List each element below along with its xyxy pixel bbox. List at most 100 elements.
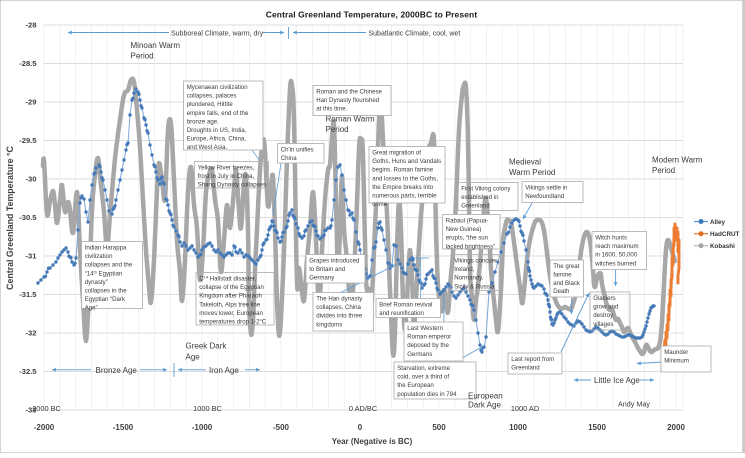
svg-text:destroy: destroy (593, 312, 614, 319)
svg-text:Great migration of: Great migration of (372, 150, 421, 157)
svg-text:Maunder: Maunder (664, 349, 688, 356)
svg-text:at this time.: at this time. (316, 106, 347, 113)
svg-text:The great: The great (553, 263, 579, 270)
svg-text:Newfoundland: Newfoundland (525, 193, 564, 200)
svg-text:Iron Age: Iron Age (209, 366, 239, 375)
svg-text:deposed by the: deposed by the (407, 342, 449, 349)
svg-text:bronze age.: bronze age. (187, 118, 219, 125)
svg-text:kingdoms: kingdoms (316, 321, 342, 328)
svg-text:1000 AD: 1000 AD (511, 404, 539, 413)
svg-text:New Guinea): New Guinea) (446, 226, 482, 233)
svg-text:Takeloth, Alps tree line: Takeloth, Alps tree line (199, 301, 261, 308)
svg-text:-31: -31 (26, 252, 38, 261)
svg-text:plundered, Hittite: plundered, Hittite (187, 101, 234, 108)
svg-text:“14th Egyptian: “14th Egyptian (85, 269, 123, 277)
svg-text:Glaciers: Glaciers (593, 295, 615, 302)
svg-text:Period: Period (652, 166, 675, 175)
svg-text:Normandy,: Normandy, (454, 275, 484, 282)
svg-text:Central Greenland Temperature: Central Greenland Temperature °C (5, 146, 15, 290)
svg-text:Mycenaean civilization: Mycenaean civilization (187, 84, 248, 91)
svg-text:Witch hunts: Witch hunts (595, 235, 627, 242)
svg-text:Subboreal Climate, warm, dry: Subboreal Climate, warm, dry (171, 30, 264, 37)
svg-text:begins. Roman famine: begins. Roman famine (372, 167, 434, 174)
svg-text:-30: -30 (26, 175, 37, 184)
svg-text:Period: Period (131, 52, 154, 61)
svg-text:-32: -32 (26, 329, 37, 338)
svg-text:and reunification: and reunification (379, 310, 424, 317)
svg-text:Minimum: Minimum (664, 358, 689, 365)
svg-text:Age: Age (186, 353, 201, 362)
svg-text:-29.5: -29.5 (19, 136, 37, 145)
svg-text:The Han dynasty: The Han dynasty (316, 296, 363, 303)
svg-text:Han Dynasty flourished: Han Dynasty flourished (316, 97, 379, 104)
svg-text:2000: 2000 (667, 423, 685, 432)
svg-text:-32.5: -32.5 (19, 367, 37, 376)
svg-text:dynasty”: dynasty” (85, 279, 108, 286)
svg-text:Droughts in US, India,: Droughts in US, India, (187, 127, 247, 134)
svg-text:Greenland: Greenland (511, 365, 539, 372)
svg-text:1500: 1500 (588, 423, 606, 432)
svg-text:Bronze Age: Bronze Age (96, 366, 138, 375)
svg-text:divides into three: divides into three (316, 313, 363, 320)
svg-text:1000 BC: 1000 BC (193, 404, 222, 413)
svg-text:500: 500 (432, 423, 446, 432)
svg-text:population dies in 784: population dies in 784 (397, 391, 457, 398)
svg-text:Year (Negative is BC): Year (Negative is BC) (332, 437, 413, 446)
svg-text:-1000: -1000 (192, 423, 213, 432)
svg-text:Period: Period (326, 125, 349, 134)
svg-text:Medieval: Medieval (509, 158, 541, 167)
svg-text:Little Ice Age: Little Ice Age (594, 376, 640, 385)
svg-text:famine: famine (553, 271, 572, 278)
svg-text:collapses, palaces: collapses, palaces (187, 93, 237, 100)
svg-text:and Black: and Black (553, 280, 581, 287)
svg-text:Roman Warm: Roman Warm (326, 115, 375, 124)
svg-text:Death: Death (553, 288, 569, 295)
svg-text:Dark Age: Dark Age (468, 401, 501, 410)
svg-text:moves lower, European: moves lower, European (199, 310, 263, 317)
svg-text:witches burned: witches burned (594, 260, 636, 267)
svg-text:Last Western: Last Western (407, 325, 443, 332)
svg-text:Grapes introduced: Grapes introduced (309, 258, 359, 265)
svg-text:-2000: -2000 (34, 423, 55, 432)
svg-text:crime: crime (372, 201, 388, 208)
svg-text:Shang Dynasty collapses.: Shang Dynasty collapses. (198, 182, 268, 189)
svg-text:numerous parts, terrible: numerous parts, terrible (372, 193, 437, 200)
svg-text:-28.5: -28.5 (19, 59, 37, 68)
svg-text:-28: -28 (26, 21, 37, 30)
svg-text:Kobashi: Kobashi (710, 243, 735, 250)
svg-text:Age”: Age” (85, 305, 98, 312)
svg-text:Subatlantic Climate, cool, wet: Subatlantic Climate, cool, wet (369, 30, 461, 37)
svg-text:Greenland: Greenland (461, 203, 489, 210)
svg-text:reach maximum: reach maximum (595, 243, 638, 250)
svg-text:2000 BC: 2000 BC (32, 404, 61, 413)
svg-text:C14 Hallstatt disaster,: C14 Hallstatt disaster, (199, 275, 256, 283)
svg-text:Ch'in unifies: Ch'in unifies (281, 147, 314, 154)
svg-text:European: European (468, 392, 503, 401)
svg-text:China: China (281, 155, 298, 162)
svg-text:temperatures drop 1-2°C: temperatures drop 1-2°C (199, 319, 267, 326)
svg-text:established in: established in (461, 194, 498, 201)
svg-text:Indian Harappa: Indian Harappa (85, 245, 127, 252)
svg-text:frost in July in China,: frost in July in China, (198, 173, 255, 180)
svg-text:Sicily & Russia: Sicily & Russia (454, 283, 495, 290)
svg-text:Yellow River freezes,: Yellow River freezes, (198, 165, 255, 172)
svg-text:lacked brightness”: lacked brightness” (446, 243, 495, 250)
svg-text:HadCRUT: HadCRUT (710, 231, 740, 238)
svg-text:First Viking colony: First Viking colony (461, 186, 511, 193)
svg-text:-500: -500 (273, 423, 290, 432)
svg-text:Europe, Africa, China,: Europe, Africa, China, (187, 136, 247, 143)
svg-text:in 1600, 50,000: in 1600, 50,000 (595, 252, 638, 259)
svg-text:Kingdom after Pharaoh: Kingdom after Pharaoh (199, 293, 262, 300)
svg-text:0: 0 (358, 423, 363, 432)
svg-text:collapses and the: collapses and the (85, 262, 133, 269)
svg-text:collapse of the Egyptian: collapse of the Egyptian (199, 284, 264, 291)
svg-text:civilization: civilization (85, 253, 113, 260)
svg-text:Starvation, extreme: Starvation, extreme (397, 365, 450, 372)
svg-text:-29: -29 (26, 98, 37, 107)
svg-text:cold, over a third of: cold, over a third of (397, 374, 449, 381)
svg-text:the European: the European (397, 382, 434, 389)
svg-text:the Empire breaks into: the Empire breaks into (372, 184, 434, 191)
svg-text:villages: villages (593, 321, 613, 328)
svg-text:Andy May: Andy May (618, 400, 650, 409)
svg-text:and West Asia.: and West Asia. (187, 144, 228, 151)
